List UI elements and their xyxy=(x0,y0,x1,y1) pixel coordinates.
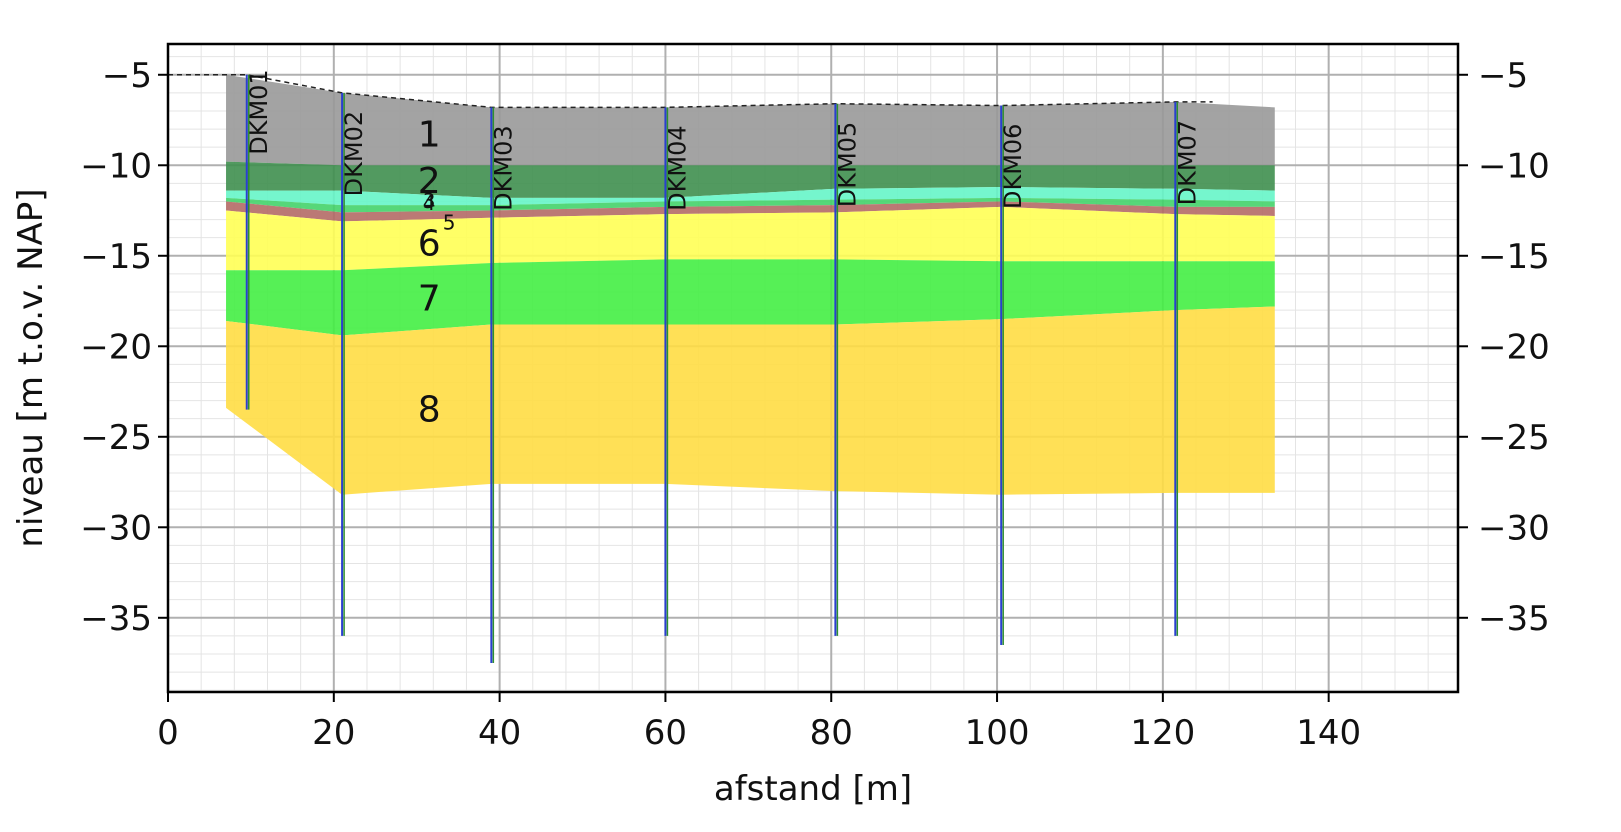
x-tick-label: 40 xyxy=(478,713,521,753)
y2-tick-label: −10 xyxy=(1478,146,1550,186)
layer-label: 5 xyxy=(443,210,456,234)
layer-label: 6 xyxy=(418,224,441,265)
y2-tick-label: −30 xyxy=(1478,508,1550,548)
x-tick-label: 140 xyxy=(1296,713,1361,753)
y2-tick-label: −15 xyxy=(1478,237,1550,277)
y2-tick-label: −5 xyxy=(1478,56,1528,96)
layer-label: 1 xyxy=(418,114,441,155)
x-tick-label: 100 xyxy=(965,713,1030,753)
y2-tick-label: −25 xyxy=(1478,418,1550,458)
x-axis-label: afstand [m] xyxy=(714,769,912,809)
cpt-label: DKM06 xyxy=(999,124,1027,209)
y-tick-label: −25 xyxy=(80,418,152,458)
y-tick-label: −15 xyxy=(80,237,152,277)
cpt-label: DKM03 xyxy=(489,125,517,210)
y-tick-label: −20 xyxy=(80,327,152,367)
chart: 12345678 afstand [m] niveau [m t.o.v. NA… xyxy=(0,0,1621,832)
layer-label: 8 xyxy=(418,390,441,431)
y2-tick-label: −35 xyxy=(1478,599,1550,639)
cpt-label: DKM07 xyxy=(1173,120,1201,205)
y-axis-label: niveau [m t.o.v. NAP] xyxy=(11,188,51,547)
x-tick-label: 60 xyxy=(644,713,687,753)
cpt-label: DKM05 xyxy=(833,122,861,207)
y-tick-label: −10 xyxy=(80,146,152,186)
x-tick-label: 0 xyxy=(157,713,179,753)
layer-label: 4 xyxy=(423,191,436,215)
y-tick-label: −35 xyxy=(80,599,152,639)
y2-tick-label: −20 xyxy=(1478,327,1550,367)
y-tick-label: −5 xyxy=(102,56,152,96)
cpt-label: DKM01 xyxy=(245,69,273,154)
cpt-label: DKM02 xyxy=(340,111,368,196)
layer-label: 7 xyxy=(418,279,441,320)
layer xyxy=(226,306,1275,494)
x-tick-label: 20 xyxy=(312,713,355,753)
y-tick-label: −30 xyxy=(80,508,152,548)
x-tick-label: 120 xyxy=(1130,713,1195,753)
layer xyxy=(226,75,1275,166)
cpt-label: DKM04 xyxy=(663,125,691,210)
x-tick-label: 80 xyxy=(810,713,853,753)
